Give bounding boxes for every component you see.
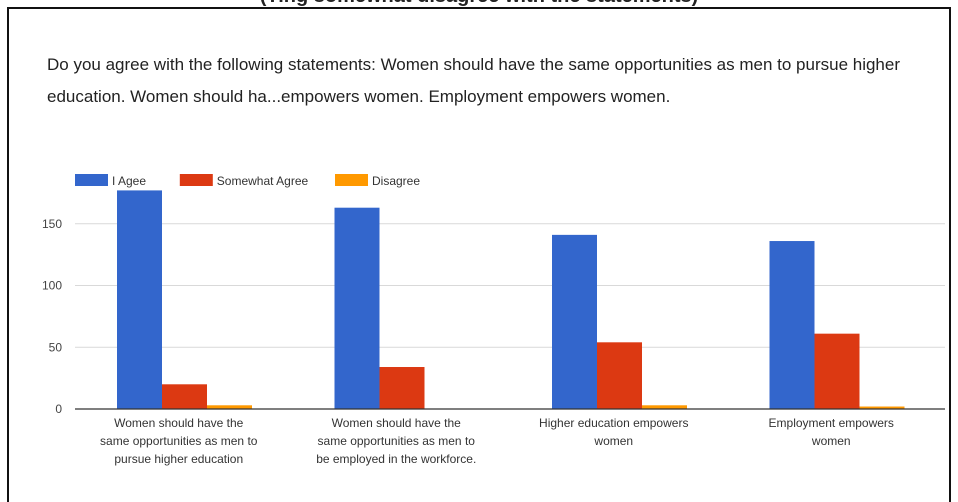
x-tick-label: same opportunities as men to (100, 434, 258, 448)
question-text: Do you agree with the following statemen… (47, 55, 901, 106)
legend-swatch (75, 174, 108, 186)
x-tick-label: women (593, 434, 633, 448)
bar (552, 234, 597, 409)
x-tick-label: Women should have the (332, 416, 462, 430)
bars (117, 190, 905, 409)
bar (162, 384, 207, 409)
chart-card: Do you agree with the following statemen… (7, 7, 951, 502)
x-tick-label: Women should have the (114, 416, 244, 430)
legend-label: Somewhat Agree (217, 174, 309, 188)
bar (117, 190, 162, 409)
x-tick-label: same opportunities as men to (318, 434, 476, 448)
y-tick-label: 100 (42, 279, 62, 293)
x-tick-label: Employment empowers (769, 416, 894, 430)
legend-label: I Agee (112, 174, 146, 188)
bar (379, 367, 425, 409)
x-tick-label: women (811, 434, 851, 448)
axis: 0 50 100 150 Women should have the same oppor… (42, 217, 945, 466)
bar (859, 406, 905, 409)
legend: I Agee Somewhat Agree Disagree (75, 174, 420, 188)
legend-label: Disagree (372, 174, 420, 188)
top-caption: (Ting somewhat disagree with the stateme… (0, 0, 958, 9)
legend-swatch (335, 174, 368, 186)
y-tick-label: 0 (55, 402, 62, 416)
bar (334, 207, 380, 409)
bar (814, 333, 860, 409)
legend-swatch (179, 174, 213, 186)
bar (769, 241, 815, 409)
x-tick-label: Higher education empowers (539, 416, 688, 430)
bar (207, 405, 252, 409)
y-tick-label: 150 (42, 217, 62, 231)
bar (597, 342, 642, 409)
y-tick-label: 50 (49, 340, 63, 354)
x-tick-label: be employed in the workforce. (316, 452, 476, 466)
x-tick-label: pursue higher education (114, 452, 243, 466)
bar (642, 405, 687, 409)
